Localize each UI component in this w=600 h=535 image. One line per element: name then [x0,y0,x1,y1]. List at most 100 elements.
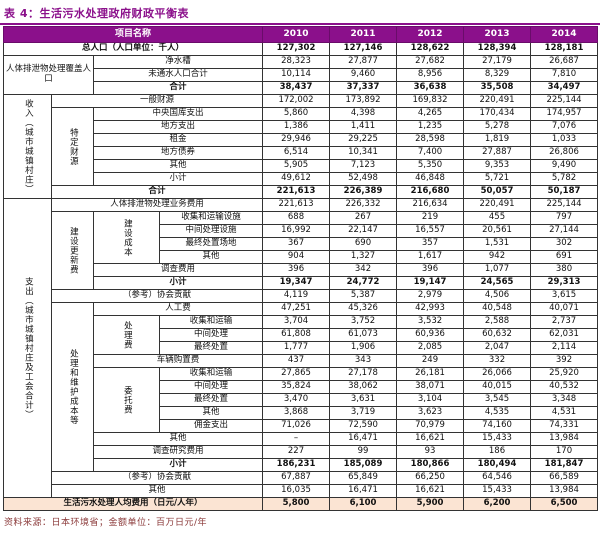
value-cell: 40,015 [463,380,532,394]
year-column-header: 2012 [396,26,465,43]
table-row: 最终处置场地 367 690 357 1,531 302 [4,237,599,251]
row-label: 总人口（人口单位：千人） [2,42,264,56]
value-cell: 35,508 [463,81,532,95]
value-cell: 2,737 [530,315,599,329]
table-title-bar: 表 4：生活污水处理政府财政平衡表 [0,0,600,25]
value-cell: 1,777 [262,341,331,355]
value-cell: 5,800 [262,497,331,511]
value-cell: 357 [396,237,465,251]
table-row: 总人口（人口单位：千人） 127,302 127,146 128,622 128,394… [2,42,599,56]
value-cell: 367 [262,237,331,251]
source-note: 资料来源：日本环境省；金额单位：百万日元/年 [4,518,208,528]
value-cell: 180,866 [396,458,465,472]
value-cell: 9,460 [329,68,398,82]
value-cell: 2,085 [396,341,465,355]
value-cell: 3,719 [329,406,398,420]
value-cell: 27,865 [262,367,331,381]
value-cell: 225,144 [530,94,599,108]
table-row: 最终处置 3,470 3,631 3,104 3,545 3,348 [4,393,599,407]
row-label: 其他 [50,484,264,498]
row-label: 收集和运输 [158,367,264,381]
value-cell: 26,181 [396,367,465,381]
value-cell: 127,302 [262,42,331,56]
value-cell: 396 [396,263,465,277]
value-cell: 27,144 [530,224,599,238]
row-label: 其他 [158,406,264,420]
year-column-header: 2011 [329,26,398,43]
value-cell: 16,992 [262,224,331,238]
value-cell: 74,160 [463,419,532,433]
value-cell: 3,470 [262,393,331,407]
value-cell: 20,561 [463,224,532,238]
table-row: 地方债券 6,514 10,341 7,400 27,887 26,806 [4,146,599,160]
value-cell: 7,810 [530,68,599,82]
row-label: 收入（城市城镇村庄） [3,94,52,199]
row-label: 委托费 [93,367,160,433]
value-cell: 49,612 [262,172,331,186]
table-row: 调查费用 396 342 396 1,077 380 [4,263,599,277]
row-label: 地方债券 [92,146,264,160]
value-cell: 6,500 [530,497,599,511]
value-cell: 797 [530,211,599,225]
table-row: 收入（城市城镇村庄） 一般财源 172,002 173,892 169,832 220,4… [3,94,599,199]
row-label: 收集和运输 [158,315,264,329]
value-cell: 170 [530,445,599,459]
value-cell: 10,114 [262,68,331,82]
value-cell: 42,993 [396,302,465,316]
value-cell: 26,687 [530,55,599,69]
row-label: 租金 [92,133,264,147]
value-cell: 1,531 [463,237,532,251]
value-cell: 37,337 [329,81,398,95]
value-cell: 16,557 [396,224,465,238]
value-cell: 691 [530,250,599,264]
value-cell: 1,327 [329,250,398,264]
value-cell: 227 [262,445,331,459]
row-label: 车辆购置费 [92,354,264,368]
value-cell: 267 [329,211,398,225]
value-cell: 60,632 [463,328,532,342]
year-column-header: 2014 [530,26,599,43]
value-cell: 180,494 [463,458,532,472]
value-cell: 9,353 [463,159,532,173]
table-row: 建设更新费 建设成本 收集和运输设施 688 267 219 455 797 [4,211,599,290]
table-row: 生活污水处理人均费用（日元/人年） 5,800 6,100 5,900 6,200 6,5… [2,497,599,511]
value-cell: 6,514 [262,146,331,160]
value-cell: 2,047 [463,341,532,355]
value-cell: 5,860 [262,107,331,121]
value-cell: 1,617 [396,250,465,264]
table-row: 小计 19,347 24,772 19,147 24,565 29,313 [4,276,599,290]
header-row: 项目名称 2010 2011 2012 2013 2014 [2,26,599,43]
value-cell: 65,849 [329,471,398,485]
row-label: 人体排泄物处理业务费用 [50,198,264,212]
row-label: 小计 [92,276,264,290]
value-cell: 27,887 [463,146,532,160]
value-cell: 185,089 [329,458,398,472]
value-cell: 3,104 [396,393,465,407]
row-label: 人工费 [92,302,264,316]
value-cell: 3,532 [396,315,465,329]
value-cell: 2,114 [530,341,599,355]
value-cell: 5,782 [530,172,599,186]
value-cell: 3,752 [329,315,398,329]
row-label: 最终处置 [158,341,264,355]
row-label: 建设更新费 [51,211,94,290]
value-cell: 3,631 [329,393,398,407]
table-row: 未通水人口合计 10,114 9,460 8,956 8,329 7,810 [4,68,599,82]
table-row: 其他 5,905 7,123 5,350 9,353 9,490 [4,159,599,173]
value-cell: 186,231 [262,458,331,472]
value-cell: 396 [262,263,331,277]
value-cell: 26,806 [530,146,599,160]
value-cell: 128,622 [396,42,465,56]
value-cell: 45,326 [329,302,398,316]
value-cell: 64,546 [463,471,532,485]
value-cell: 688 [262,211,331,225]
value-cell: 4,535 [463,406,532,420]
value-cell: 5,278 [463,120,532,134]
value-cell: 3,348 [530,393,599,407]
table-row: （参考）协会贡献 67,887 65,849 66,250 64,546 66,589 [4,471,599,485]
row-label: 中间处理设施 [158,224,264,238]
value-cell: 38,071 [396,380,465,394]
row-label: 收集和运输设施 [158,211,264,225]
value-cell: 24,772 [329,276,398,290]
value-cell: 380 [530,263,599,277]
